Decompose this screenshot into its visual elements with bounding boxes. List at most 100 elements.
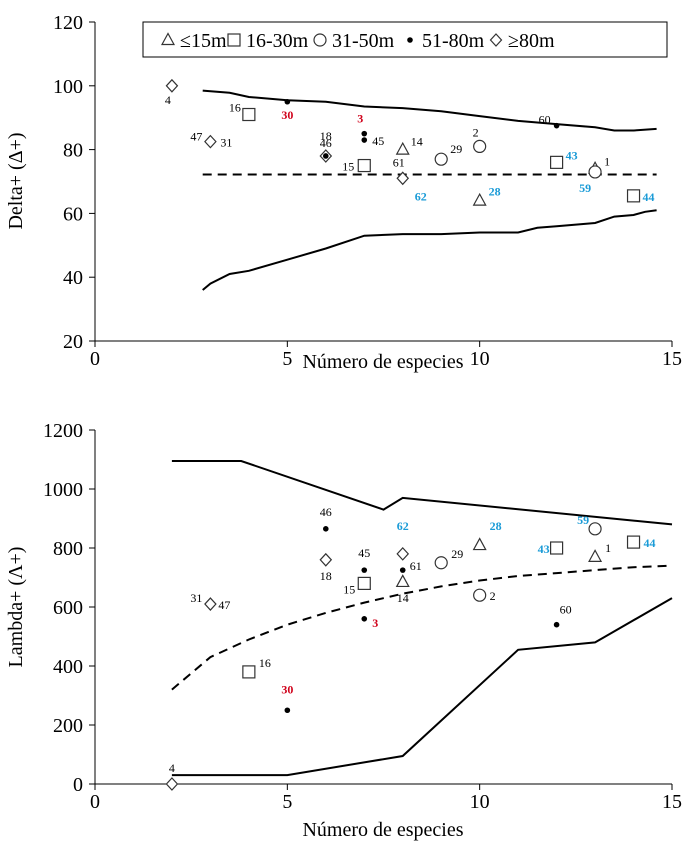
legend-label: ≤15m xyxy=(180,30,227,52)
point-label-47: 47 xyxy=(190,130,202,144)
point-label-2: 2 xyxy=(490,589,496,603)
legend-triangle-icon xyxy=(160,32,176,46)
point-label-2: 2 xyxy=(473,125,479,139)
upper-limit-line xyxy=(171,460,673,526)
point-label-59: 59 xyxy=(577,513,589,527)
data-point-43 xyxy=(549,155,564,169)
upper-limit-line xyxy=(202,89,657,132)
limit-curves xyxy=(171,460,673,777)
point-label-60: 60 xyxy=(560,603,572,617)
point-label-43: 43 xyxy=(538,542,550,556)
point-label-44: 44 xyxy=(643,190,655,204)
legend-label: ≥80m xyxy=(508,30,555,52)
point-label-16: 16 xyxy=(229,101,241,115)
y-axis-label: Lambda+ (Λ+) xyxy=(5,547,27,668)
data-point-60 xyxy=(553,122,560,129)
point-label-1: 1 xyxy=(605,541,611,555)
data-point-4 xyxy=(165,777,179,791)
data-point-44 xyxy=(626,189,641,203)
y-tick-label: 20 xyxy=(63,331,83,353)
y-tick-label: 60 xyxy=(63,203,83,225)
data-point-47 xyxy=(204,134,217,149)
y-tick-label: 100 xyxy=(53,76,83,98)
y-tick-label: 0 xyxy=(73,774,83,796)
point-label-46: 46 xyxy=(320,136,332,150)
point-label-60: 60 xyxy=(539,113,551,127)
data-point-60 xyxy=(553,621,560,628)
point-label-4: 4 xyxy=(165,93,171,107)
point-label-15: 15 xyxy=(342,160,354,174)
lower-limit-line xyxy=(202,209,657,291)
point-label-14: 14 xyxy=(411,135,423,149)
data-point-14 xyxy=(395,574,410,588)
y-tick-label: 800 xyxy=(53,538,83,560)
data-point-45 xyxy=(361,567,368,573)
point-label-62: 62 xyxy=(415,189,427,203)
legend-label: 51-80m xyxy=(422,30,485,52)
legend-label: 16-30m xyxy=(246,30,309,52)
x-tick-label: 10 xyxy=(470,348,490,370)
point-label-30: 30 xyxy=(281,108,293,122)
point-label-45: 45 xyxy=(358,546,370,560)
data-point-31 xyxy=(204,597,217,611)
legend-diamond-icon xyxy=(489,33,503,47)
point-label-62: 62 xyxy=(397,519,409,533)
point-label-18: 18 xyxy=(320,129,332,143)
y-tick-label: 200 xyxy=(53,715,83,737)
data-point-30 xyxy=(284,707,291,714)
x-tick-label: 15 xyxy=(662,791,682,813)
x-axis-label: Número de especies xyxy=(302,819,463,841)
y-tick-label: 120 xyxy=(53,12,83,34)
data-point-44 xyxy=(626,535,641,549)
data-point-2 xyxy=(473,588,487,602)
data-point-3 xyxy=(361,616,368,622)
x-tick-label: 5 xyxy=(282,791,292,813)
y-tick-label: 1000 xyxy=(43,479,83,501)
point-label-61: 61 xyxy=(393,155,405,169)
data-point-1 xyxy=(588,549,603,562)
point-label-29: 29 xyxy=(451,547,463,561)
data-point-59 xyxy=(588,522,602,536)
data-point-28 xyxy=(472,192,487,206)
data-point-61 xyxy=(399,567,406,573)
point-label-28: 28 xyxy=(489,185,501,199)
point-label-44: 44 xyxy=(644,536,656,550)
legend: ≤15m 16-30m 31-50m 51-80m ≥80m xyxy=(142,21,668,58)
point-label-28: 28 xyxy=(490,519,502,533)
data-point-46 xyxy=(323,153,329,159)
data-point-62 xyxy=(396,547,410,561)
point-label-16: 16 xyxy=(259,656,271,670)
x-tick-label: 0 xyxy=(90,348,100,370)
limit-curves xyxy=(202,89,657,291)
point-label-30: 30 xyxy=(281,682,293,696)
y-ticks: 0 200 400 600 800 1000 1200 xyxy=(43,420,95,796)
data-point-2 xyxy=(473,139,487,154)
data-point-29 xyxy=(434,152,448,166)
point-label-29: 29 xyxy=(450,142,462,156)
x-tick-label: 10 xyxy=(470,791,490,813)
data-point-62 xyxy=(396,171,410,186)
x-ticks: 0 5 10 15 xyxy=(90,784,682,813)
point-label-47: 47 xyxy=(218,598,230,612)
x-ticks: 0 5 10 15 xyxy=(90,341,682,370)
mean-line xyxy=(171,564,673,691)
lower-limit-line xyxy=(171,597,673,777)
point-label-61: 61 xyxy=(410,559,422,573)
x-tick-label: 0 xyxy=(90,791,100,813)
point-label-46: 46 xyxy=(320,505,332,519)
x-axis-label: Número de especies xyxy=(302,351,463,373)
data-point-45 xyxy=(361,137,368,143)
data-point-15 xyxy=(357,576,371,591)
data-point-28 xyxy=(472,537,487,551)
legend-label: 31-50m xyxy=(332,30,395,52)
y-tick-label: 80 xyxy=(63,140,83,162)
x-tick-label: 15 xyxy=(662,348,682,370)
data-point-3 xyxy=(361,130,368,137)
x-tick-label: 5 xyxy=(282,348,292,370)
data-point-46 xyxy=(323,526,329,532)
data-point-15 xyxy=(357,158,371,173)
y-ticks: 20 40 60 80 100 120 xyxy=(53,12,95,353)
